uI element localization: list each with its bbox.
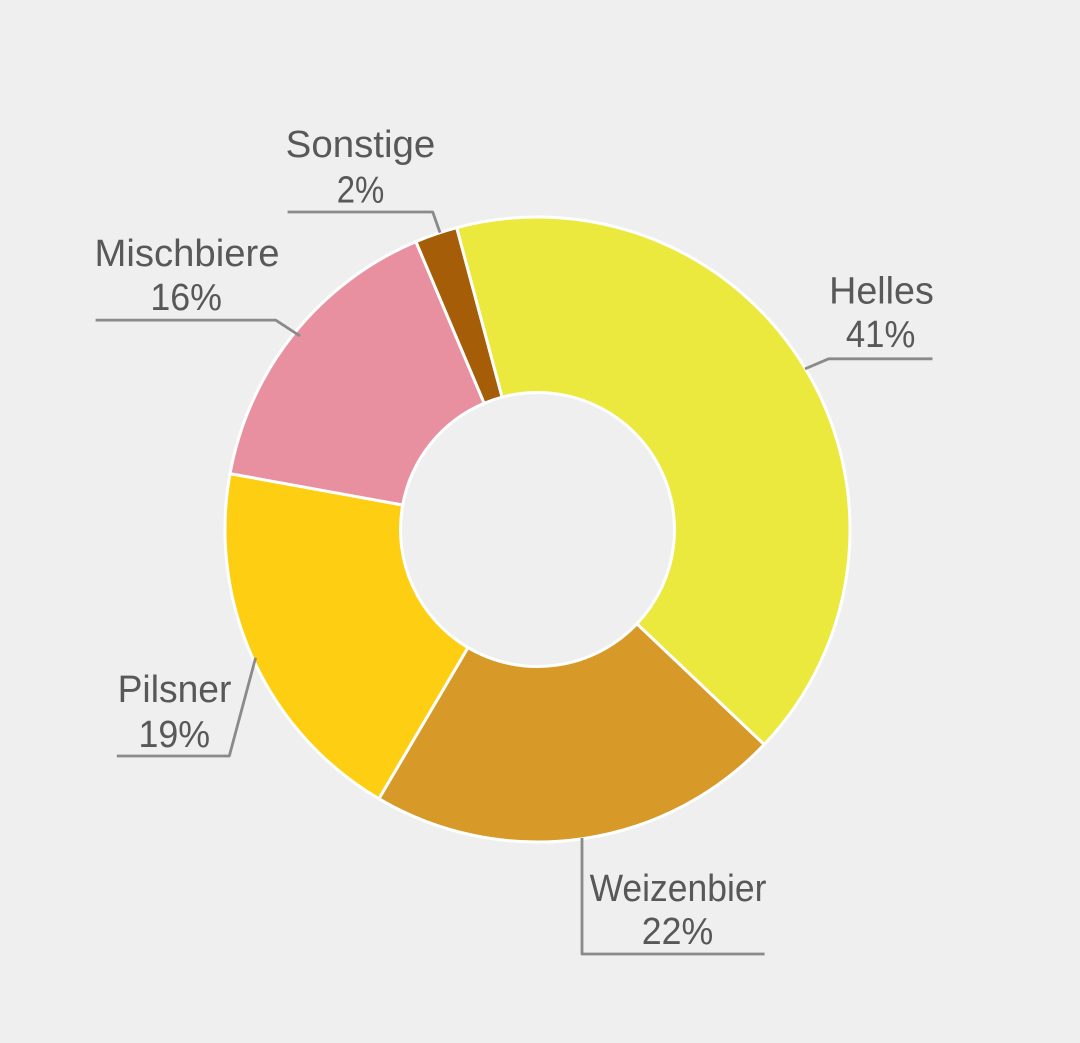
- svg-text:22%: 22%: [642, 911, 714, 953]
- svg-text:Weizenbier: Weizenbier: [590, 868, 767, 910]
- svg-text:19%: 19%: [139, 714, 211, 756]
- svg-text:41%: 41%: [846, 314, 915, 356]
- svg-text:Pilsner: Pilsner: [118, 669, 232, 711]
- svg-text:2%: 2%: [337, 169, 385, 211]
- svg-text:16%: 16%: [150, 277, 222, 319]
- svg-text:Mischbiere: Mischbiere: [95, 233, 280, 275]
- svg-text:Sonstige: Sonstige: [286, 124, 436, 166]
- svg-text:Helles: Helles: [829, 271, 934, 313]
